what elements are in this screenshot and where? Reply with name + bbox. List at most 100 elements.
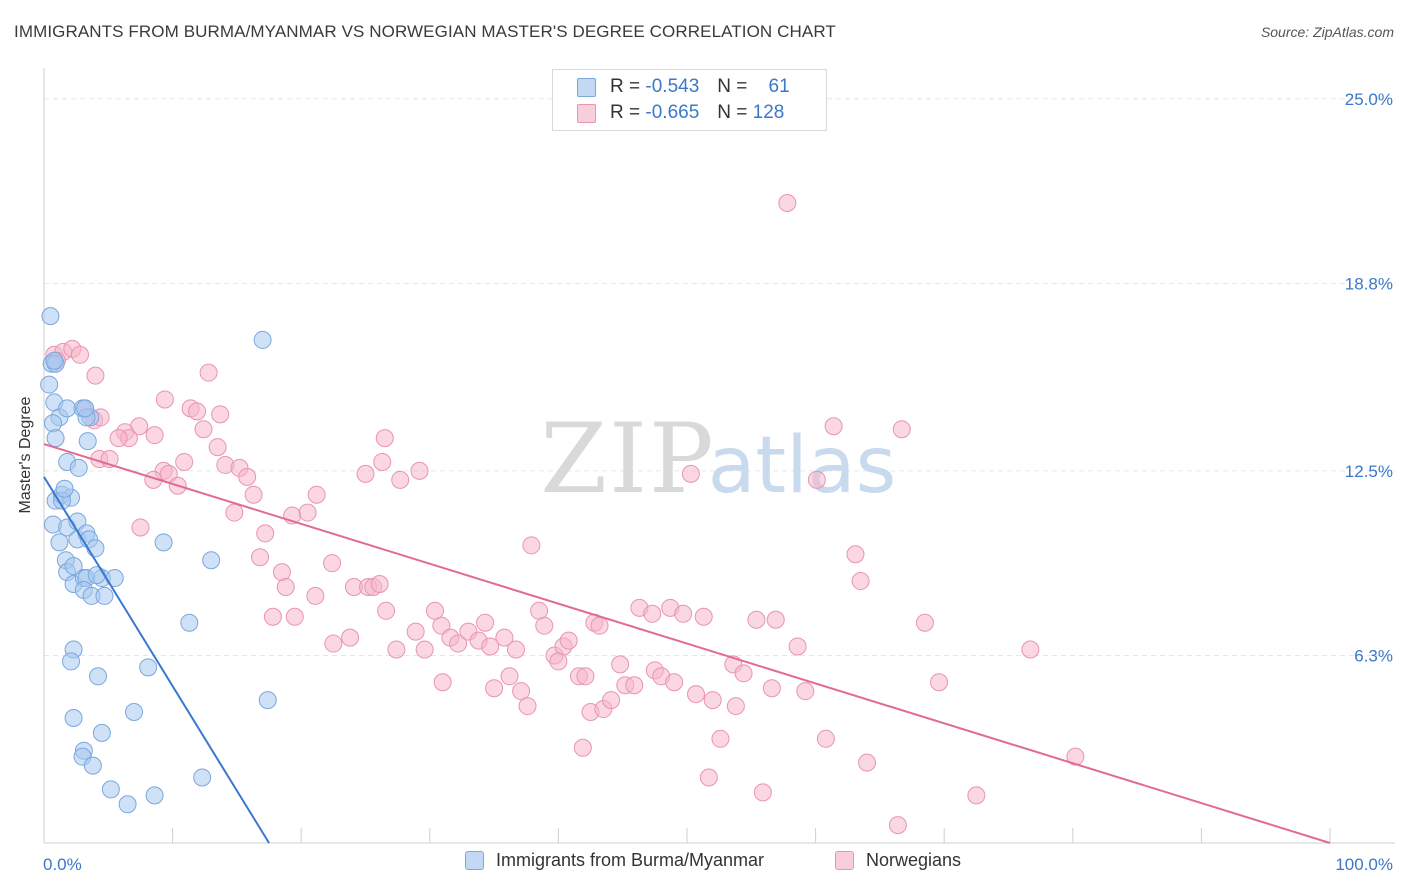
legend-label-burma: Immigrants from Burma/Myanmar [496, 850, 765, 870]
point-norwegian [323, 554, 342, 573]
point-norwegian [824, 417, 843, 436]
legend-row-norwegians: R = -0.665 N = 128 [577, 101, 784, 125]
point-norwegian [807, 470, 826, 489]
trend-line-burma [43, 476, 270, 844]
point-norwegian [602, 691, 621, 710]
watermark: ZIP atlas [540, 403, 896, 515]
point-burma [83, 756, 102, 775]
point-norwegian [485, 679, 504, 698]
point-norwegian [188, 402, 207, 421]
point-norwegian [573, 738, 592, 757]
trend-lines [43, 443, 1331, 844]
point-burma [76, 399, 95, 418]
point-burma [180, 613, 199, 632]
point-norwegian [175, 452, 194, 471]
point-norwegian [674, 604, 693, 623]
point-norwegian [611, 655, 630, 674]
legend-label-norwegians: Norwegians [866, 850, 962, 870]
point-norwegian [370, 575, 389, 594]
point-norwegian [522, 536, 541, 555]
point-norwegian [699, 768, 718, 787]
point-norwegian [506, 640, 525, 659]
legend-swatch-norwegians [577, 103, 596, 123]
legend-r-label: R = [610, 76, 641, 97]
point-norwegian [238, 467, 257, 486]
point-burma [64, 708, 83, 727]
point-norwegian [406, 622, 425, 641]
point-norwegian [576, 667, 595, 686]
point-norwegian [476, 613, 495, 632]
point-norwegian [131, 518, 150, 537]
point-norwegian [796, 682, 815, 701]
point-norwegian [703, 691, 722, 710]
point-norwegian [256, 524, 275, 543]
point-norwegian [1066, 747, 1085, 766]
point-norwegian [778, 193, 797, 212]
y-tick-label: 18.8% [1345, 274, 1393, 293]
point-norwegian [415, 640, 434, 659]
y-axis-label: Master's Degree [17, 396, 34, 514]
point-norwegian [726, 697, 745, 716]
y-tick-label: 25.0% [1345, 90, 1393, 109]
point-burma [202, 551, 221, 570]
point-norwegian [681, 464, 700, 483]
point-norwegian [753, 783, 772, 802]
point-burma [87, 566, 106, 585]
point-burma [118, 795, 137, 814]
y-tick-label: 12.5% [1345, 462, 1393, 481]
point-norwegian [559, 631, 578, 650]
point-norwegian [590, 616, 609, 635]
point-norwegian [341, 628, 360, 647]
legend-n-value: 128 [752, 102, 785, 123]
point-norwegian [410, 461, 429, 480]
point-norwegian [244, 485, 263, 504]
point-norwegian [356, 464, 375, 483]
point-norwegian [481, 637, 500, 656]
tick-labels: 6.3% 12.5% 18.8% 25.0% 0.0% 100.0% [43, 90, 1393, 874]
point-norwegian [915, 613, 934, 632]
point-norwegian [272, 563, 291, 582]
point-norwegian [208, 438, 227, 457]
point-burma [55, 479, 74, 498]
point-burma [139, 658, 158, 677]
point-norwegian [711, 729, 730, 748]
point-norwegian [687, 685, 706, 704]
point-burma [50, 533, 69, 552]
point-burma [40, 375, 59, 394]
point-norwegian [263, 607, 282, 626]
point-burma [193, 768, 212, 787]
point-norwegian [734, 664, 753, 683]
point-norwegian [251, 548, 270, 567]
legend-swatch-burma [577, 77, 596, 97]
point-norwegian [324, 634, 343, 653]
point-norwegian [762, 679, 781, 698]
point-norwegian [694, 607, 713, 626]
point-norwegian [199, 363, 218, 382]
point-burma [41, 307, 60, 326]
watermark-atlas: atlas [708, 421, 897, 511]
point-norwegian [86, 366, 105, 385]
point-norwegian [377, 601, 396, 620]
legend-n-label: N = [717, 76, 748, 97]
point-norwegian [109, 429, 128, 448]
point-norwegian [375, 429, 394, 448]
point-burma [125, 703, 144, 722]
legend-n-label: N = [717, 102, 748, 123]
point-burma [64, 557, 83, 576]
point-norwegian [892, 420, 911, 439]
legend-item-burma[interactable]: Immigrants from Burma/Myanmar [465, 850, 764, 871]
point-norwegian [285, 607, 304, 626]
point-norwegian [425, 601, 444, 620]
legend-row-burma: R = -0.543 N = 61 [577, 75, 790, 99]
point-burma [45, 351, 64, 370]
point-norwegian [155, 390, 174, 409]
trend-line-norwegians [43, 443, 1331, 844]
point-burma [154, 533, 173, 552]
point-norwegian [307, 485, 326, 504]
legend-item-norwegians[interactable]: Norwegians [835, 850, 961, 871]
chart-title: IMMIGRANTS FROM BURMA/MYANMAR VS NORWEGI… [14, 22, 836, 41]
point-norwegian [535, 616, 554, 635]
point-norwegian [766, 610, 785, 629]
point-norwegian [518, 697, 537, 716]
